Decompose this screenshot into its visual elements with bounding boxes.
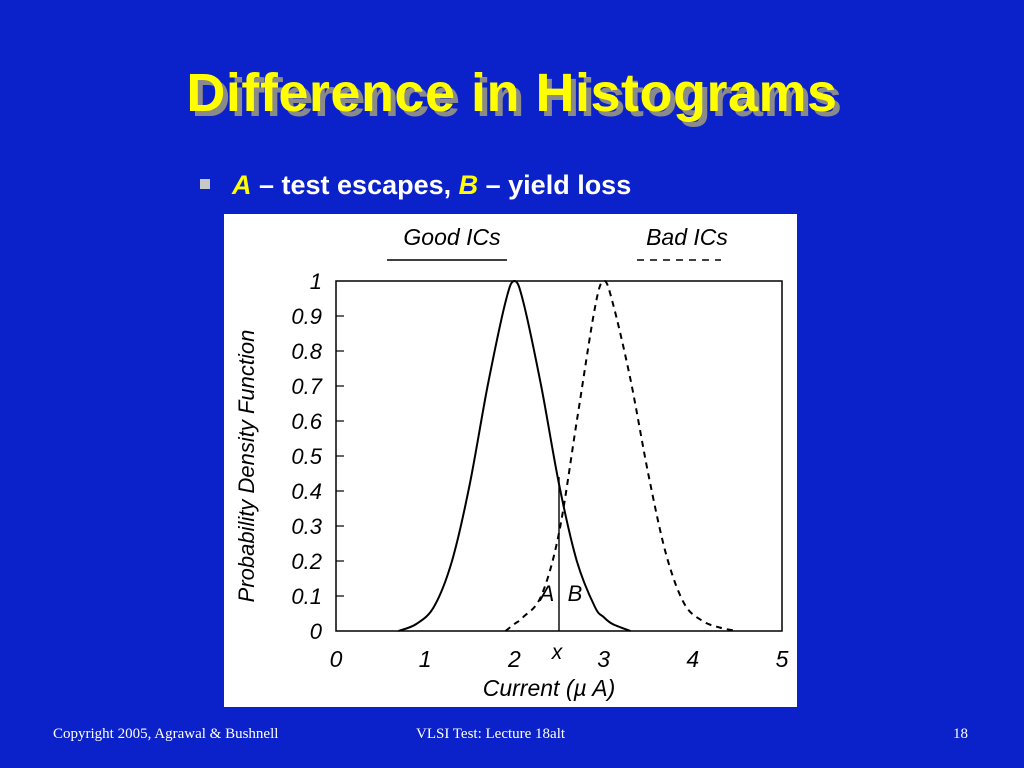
- legend-label-good-ics: Good ICs: [403, 224, 501, 250]
- footer-copyright: Copyright 2005, Agrawal & Bushnell: [53, 726, 279, 742]
- series-lines: [398, 279, 738, 632]
- y-tick-label: 0.3: [291, 514, 322, 539]
- x-tick-label: 1: [419, 646, 432, 672]
- chart-panel: Good ICs Bad ICs 0 1 2 3 4 5 0 0.1 0.2 0.3 0.4 0.5 0.…: [224, 214, 797, 707]
- bullet-b-text: – yield loss: [478, 170, 632, 200]
- y-axis-label: Probability Density Function: [234, 330, 259, 603]
- y-tick-label: 0.4: [291, 479, 322, 504]
- y-tick-label: 0.7: [291, 374, 322, 399]
- region-a-label: A: [538, 581, 555, 606]
- threshold-label: x: [551, 641, 564, 664]
- legend: Good ICs Bad ICs: [387, 224, 728, 261]
- footer-page-number: 18: [953, 726, 968, 742]
- region-b-label: B: [568, 581, 583, 606]
- y-tick-label: 0.8: [291, 339, 322, 364]
- x-tick-label: 0: [330, 646, 343, 672]
- x-tick-label: 3: [597, 646, 610, 672]
- bullet-square-icon: [200, 178, 210, 189]
- good-ics-curve: [398, 279, 631, 632]
- y-tick-label: 0.5: [291, 444, 322, 469]
- y-tick-label: 0.2: [291, 549, 322, 574]
- x-axis-label: Current (µ A): [483, 675, 616, 701]
- pdf-chart: Good ICs Bad ICs 0 1 2 3 4 5 0 0.1 0.2 0.3 0.4 0.5 0.…: [234, 224, 789, 701]
- annotations: x A B: [538, 477, 583, 664]
- y-tick-label: 0.9: [291, 304, 322, 329]
- y-tick-label: 1: [310, 269, 322, 294]
- footer-lecture: VLSI Test: Lecture 18alt: [416, 726, 566, 742]
- bullet-b-label: B: [458, 170, 479, 200]
- bullet-a-text: – test escapes,: [251, 170, 459, 200]
- slide-title: Difference in Histograms: [186, 63, 838, 123]
- legend-label-bad-ics: Bad ICs: [646, 224, 728, 250]
- bullet-item: A – test escapes, B – yield loss: [200, 170, 631, 204]
- x-tick-label: 2: [507, 646, 521, 672]
- bad-ics-curve: [504, 279, 738, 632]
- axis-ticks: 0 1 2 3 4 5 0 0.1 0.2 0.3 0.4 0.5 0.6 0.7 0.8 0.9 1 Curre…: [234, 269, 789, 701]
- y-tick-label: 0.1: [291, 584, 322, 609]
- bullet-a-label: A: [232, 170, 252, 200]
- x-tick-label: 5: [776, 646, 789, 672]
- y-tick-label: 0.6: [291, 409, 322, 434]
- y-tick-label: 0: [310, 619, 323, 644]
- x-tick-label: 4: [686, 646, 699, 672]
